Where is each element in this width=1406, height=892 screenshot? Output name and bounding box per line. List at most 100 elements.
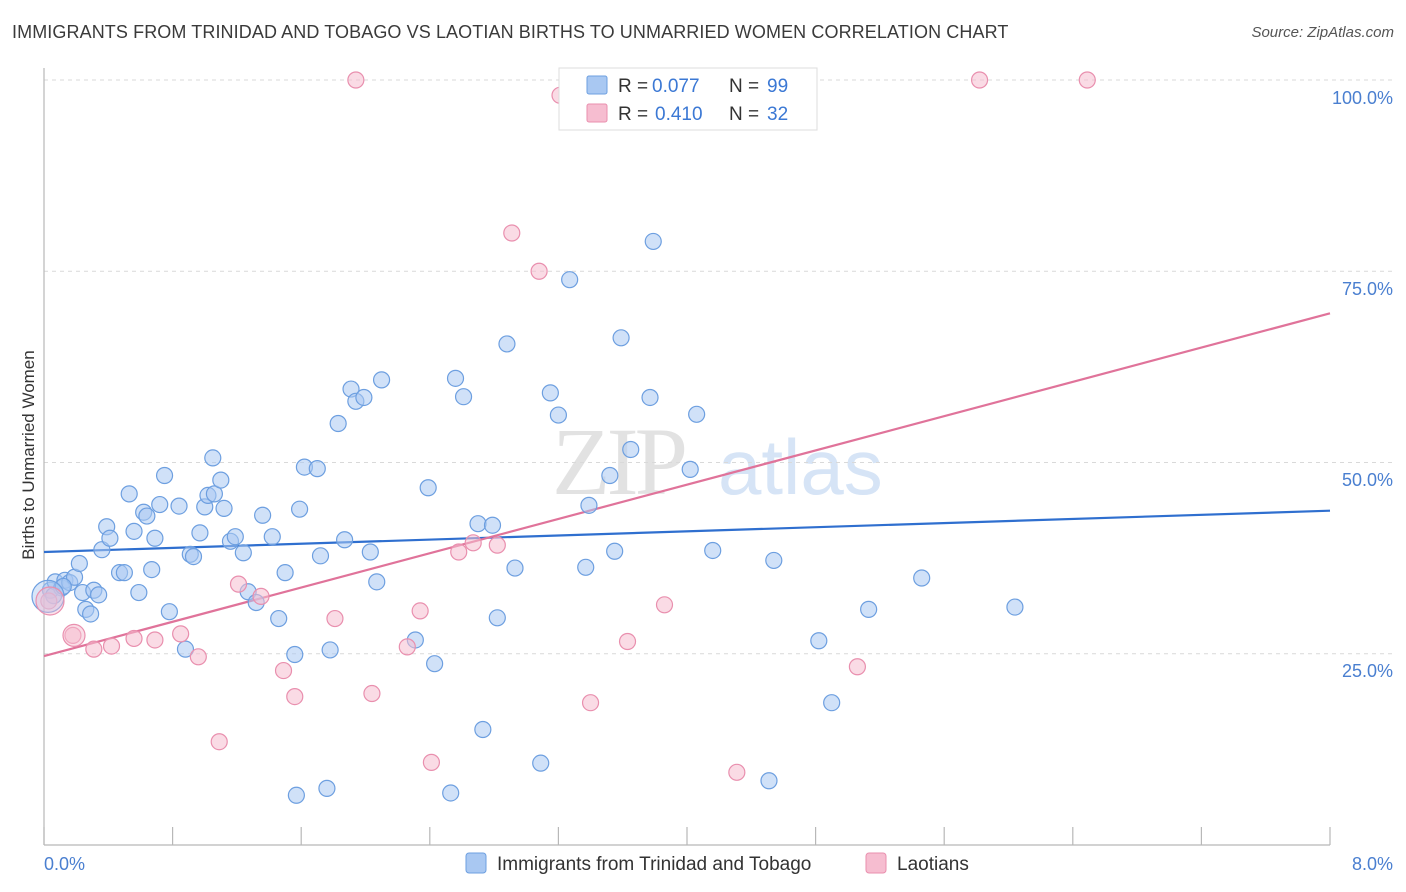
pink-point-16 [398, 638, 416, 656]
blue-point-52 [321, 641, 339, 659]
y-tick-label-75: 75.0% [1342, 279, 1393, 299]
legend-swatch-pink [586, 103, 608, 123]
legend-r-value-blue: 0.077 [652, 76, 700, 97]
blue-point-72 [506, 559, 524, 577]
blue-point-9 [82, 605, 100, 623]
pink-point-27 [655, 596, 674, 614]
blue-point-83 [641, 388, 659, 407]
blue-point-62 [419, 479, 437, 497]
bottom-legend-label-pink: Laotians [897, 854, 969, 875]
pink-point-15 [363, 684, 381, 703]
pink-point-25 [581, 694, 600, 712]
bottom-legend-swatch-pink [865, 852, 887, 874]
blue-point-65 [446, 369, 465, 387]
blue-point-26 [160, 603, 178, 621]
blue-point-53 [329, 414, 347, 433]
blue-point-57 [355, 388, 373, 407]
blue-trend-line [43, 509, 1331, 554]
blue-point-27 [170, 497, 188, 515]
blue-point-6 [70, 554, 88, 573]
blue-point-37 [215, 499, 233, 517]
blue-point-51 [311, 547, 330, 565]
y-axis-label: Births to Unmarried Women [19, 350, 38, 559]
legend-n-label-pink: N = [729, 104, 759, 125]
legend-n-label-blue: N = [729, 76, 759, 97]
blue-point-68 [474, 720, 492, 739]
legend-n-value-pink: 32 [767, 104, 788, 125]
pink-point-8 [210, 733, 228, 751]
blue-point-28 [176, 640, 195, 658]
blue-point-30 [184, 547, 203, 566]
watermark-atlas: atlas [718, 423, 883, 511]
pink-trend-line [43, 312, 1331, 658]
watermark-zip: ZIP [552, 408, 685, 515]
blue-point-19 [130, 583, 148, 602]
pink-point-22 [503, 224, 521, 242]
pink-point-13 [326, 609, 344, 628]
legend-swatch-blue [586, 75, 608, 95]
pink-point-26 [618, 632, 637, 651]
pink-point-cluster-2 [62, 623, 86, 647]
blue-point-67 [469, 515, 487, 533]
pink-point-9 [229, 575, 248, 593]
blue-point-63 [426, 655, 444, 673]
pink-point-3 [102, 637, 121, 655]
blue-point-94 [1006, 598, 1024, 616]
blue-point-71 [498, 335, 516, 353]
blue-point-59 [368, 573, 386, 591]
blue-point-23 [146, 529, 164, 547]
series-legend: Immigrants from Trinidad and Tobago Laot… [465, 852, 969, 875]
y-tick-label-25: 25.0% [1342, 661, 1393, 681]
blue-point-93 [913, 569, 931, 587]
blue-point-89 [765, 551, 783, 570]
blue-point-36 [212, 471, 230, 489]
blue-point-69 [483, 516, 502, 534]
source-label: Source: ZipAtlas.com [1251, 24, 1394, 41]
pink-point-11 [274, 661, 293, 680]
y-tick-label-50: 50.0% [1342, 470, 1393, 490]
pink-point-cluster [35, 586, 65, 616]
pink-point-18 [422, 753, 441, 771]
x-tick-label-left: 0.0% [44, 854, 85, 874]
blue-point-31 [191, 524, 209, 542]
correlation-legend: R = 0.077 N = 99 R = 0.410 N = 32 [558, 67, 818, 131]
pink-point-21 [488, 536, 506, 554]
blue-point-22 [143, 560, 161, 579]
blue-point-87 [704, 541, 722, 560]
pink-point-23 [530, 262, 548, 280]
pink-point-7 [189, 648, 207, 666]
blue-point-64 [442, 784, 460, 802]
blue-point-79 [601, 466, 619, 485]
pink-point-12 [286, 687, 304, 706]
pink-point-10 [252, 587, 270, 605]
blue-point-58 [361, 543, 379, 561]
blue-point-46 [276, 564, 294, 582]
blue-point-14 [101, 529, 119, 547]
chart-title: IMMIGRANTS FROM TRINIDAD AND TOBAGO VS L… [12, 22, 1009, 42]
pink-point-28 [728, 763, 746, 781]
pink-point-4 [125, 629, 143, 648]
pink-point-30 [970, 71, 989, 89]
blue-point-66 [454, 388, 473, 406]
pink-point-29 [848, 658, 866, 676]
blue-point-74 [541, 384, 559, 402]
blue-point-47 [286, 645, 304, 664]
pink-point-2 [85, 640, 103, 658]
pink-point-20 [464, 534, 482, 552]
blue-point-95 [318, 779, 336, 797]
blue-point-39 [226, 528, 244, 546]
blue-point-73 [532, 754, 550, 772]
blue-point-17 [120, 485, 138, 503]
blue-point-16 [115, 564, 133, 582]
pink-point-19 [450, 543, 468, 561]
legend-r-value-pink: 0.410 [655, 104, 703, 125]
blue-point-48 [290, 500, 309, 518]
bottom-legend-swatch-blue [465, 852, 487, 874]
blue-point-75 [549, 406, 568, 424]
blue-point-76 [561, 271, 579, 289]
blue-point-50 [308, 460, 326, 478]
pink-point-6 [172, 625, 190, 643]
legend-r-label-blue: R = [618, 76, 648, 97]
blue-point-77 [577, 558, 595, 576]
